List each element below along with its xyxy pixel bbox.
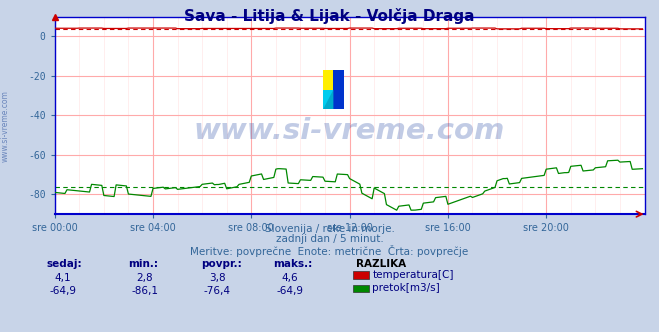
- Text: pretok[m3/s]: pretok[m3/s]: [372, 283, 440, 293]
- Text: zadnji dan / 5 minut.: zadnji dan / 5 minut.: [275, 234, 384, 244]
- Text: -76,4: -76,4: [204, 286, 231, 296]
- Text: povpr.:: povpr.:: [201, 259, 242, 269]
- Text: 4,1: 4,1: [54, 273, 71, 283]
- Text: maks.:: maks.:: [273, 259, 313, 269]
- Text: 3,8: 3,8: [209, 273, 226, 283]
- Text: www.si-vreme.com: www.si-vreme.com: [194, 117, 505, 145]
- Text: -86,1: -86,1: [132, 286, 158, 296]
- Text: -64,9: -64,9: [277, 286, 303, 296]
- Text: Slovenija / reke in morje.: Slovenija / reke in morje.: [264, 224, 395, 234]
- Text: www.si-vreme.com: www.si-vreme.com: [1, 90, 10, 162]
- Text: Sava - Litija & Lijak - Volčja Draga: Sava - Litija & Lijak - Volčja Draga: [185, 8, 474, 24]
- Text: sedaj:: sedaj:: [46, 259, 82, 269]
- Text: 2,8: 2,8: [136, 273, 154, 283]
- Text: min.:: min.:: [129, 259, 159, 269]
- Text: 4,6: 4,6: [281, 273, 299, 283]
- Text: RAZLIKA: RAZLIKA: [356, 259, 406, 269]
- Text: temperatura[C]: temperatura[C]: [372, 270, 454, 280]
- Text: -64,9: -64,9: [49, 286, 76, 296]
- Text: Meritve: povprečne  Enote: metrične  Črta: povprečje: Meritve: povprečne Enote: metrične Črta:…: [190, 245, 469, 257]
